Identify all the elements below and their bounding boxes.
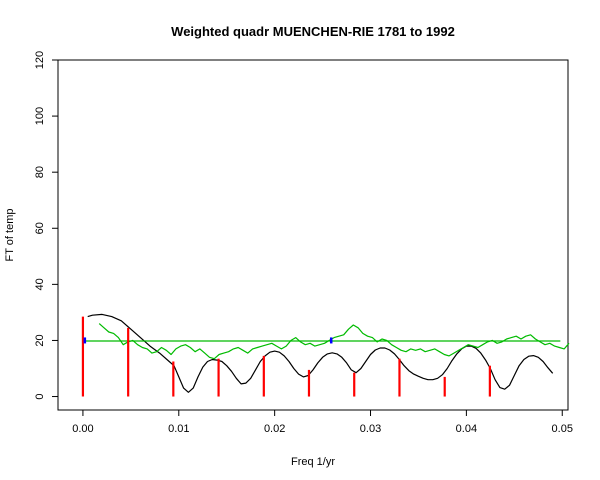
x-tick-label: 0.00 — [72, 423, 93, 435]
y-tick-label: 40 — [34, 278, 46, 290]
y-tick-label: 80 — [34, 166, 46, 178]
series-layer — [81, 313, 570, 397]
series-3 — [81, 316, 491, 397]
x-tick-label: 0.01 — [168, 423, 189, 435]
y-tick-label: 100 — [34, 107, 46, 125]
y-tick-label: 0 — [34, 393, 46, 399]
x-axis: 0.00 0.01 0.02 0.03 0.04 0.05 — [72, 410, 573, 435]
y-tick-label: 120 — [34, 51, 46, 69]
y-tick-label: 60 — [34, 222, 46, 234]
x-tick-label: 0.02 — [264, 423, 285, 435]
y-axis-label: FT of temp — [4, 209, 16, 262]
x-tick-label: 0.04 — [456, 423, 477, 435]
series-4 — [83, 337, 333, 344]
series-line — [87, 313, 554, 393]
x-tick-label: 0.05 — [552, 423, 573, 435]
plot-frame — [57, 59, 569, 411]
chart-title: Weighted quadr MUENCHEN-RIE 1781 to 1992 — [171, 24, 455, 39]
y-axis: 0 20 40 60 80 100 120 — [34, 51, 58, 400]
x-tick-label: 0.03 — [360, 423, 381, 435]
x-axis-label: Freq 1/yr — [291, 456, 335, 468]
y-tick-label: 20 — [34, 334, 46, 346]
series-0 — [87, 313, 554, 393]
